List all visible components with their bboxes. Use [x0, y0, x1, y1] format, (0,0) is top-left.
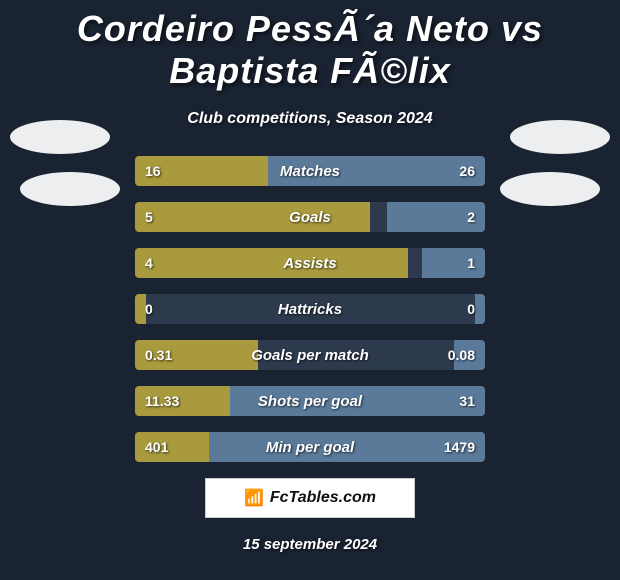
stat-row: 0 Hattricks 0: [135, 294, 485, 324]
jersey-left-1: [10, 120, 110, 154]
date-text: 15 september 2024: [0, 536, 620, 553]
stat-bar-right: [230, 386, 486, 416]
stat-value-right: 1479: [444, 432, 475, 462]
stat-bar-left: [135, 294, 146, 324]
jersey-left-2: [20, 172, 120, 206]
stat-bars: 16 Matches 26 5 Goals 2 4 Assists 1 0 Ha…: [135, 156, 485, 462]
stat-row: 0.31 Goals per match 0.08: [135, 340, 485, 370]
stat-value-right: 31: [459, 386, 475, 416]
stat-value-left: 5: [145, 202, 153, 232]
stat-bar-right: [475, 294, 486, 324]
stat-row: 5 Goals 2: [135, 202, 485, 232]
stat-bar-right: [422, 248, 485, 278]
stat-value-left: 0.31: [145, 340, 172, 370]
stat-row: 401 Min per goal 1479: [135, 432, 485, 462]
stat-label: Hattricks: [135, 294, 485, 324]
logo-text: FcTables.com: [270, 489, 376, 507]
stat-bar-left: [135, 248, 408, 278]
jersey-right-1: [510, 120, 610, 154]
stat-row: 16 Matches 26: [135, 156, 485, 186]
stat-value-right: 26: [459, 156, 475, 186]
page-title: Cordeiro PessÃ´a Neto vs Baptista FÃ©lix: [0, 0, 620, 92]
stat-value-right: 0: [467, 294, 475, 324]
chart-icon: 📶: [244, 488, 264, 508]
stat-value-right: 1: [467, 248, 475, 278]
stat-bar-left: [135, 202, 370, 232]
stat-value-left: 0: [145, 294, 153, 324]
stat-row: 4 Assists 1: [135, 248, 485, 278]
stat-value-right: 2: [467, 202, 475, 232]
jersey-right-2: [500, 172, 600, 206]
stat-value-left: 401: [145, 432, 168, 462]
stat-value-left: 16: [145, 156, 161, 186]
stat-bar-right: [268, 156, 485, 186]
stat-value-right: 0.08: [448, 340, 475, 370]
fctables-logo[interactable]: 📶 FcTables.com: [205, 478, 415, 518]
stat-row: 11.33 Shots per goal 31: [135, 386, 485, 416]
stat-value-left: 11.33: [145, 386, 179, 416]
stat-value-left: 4: [145, 248, 153, 278]
